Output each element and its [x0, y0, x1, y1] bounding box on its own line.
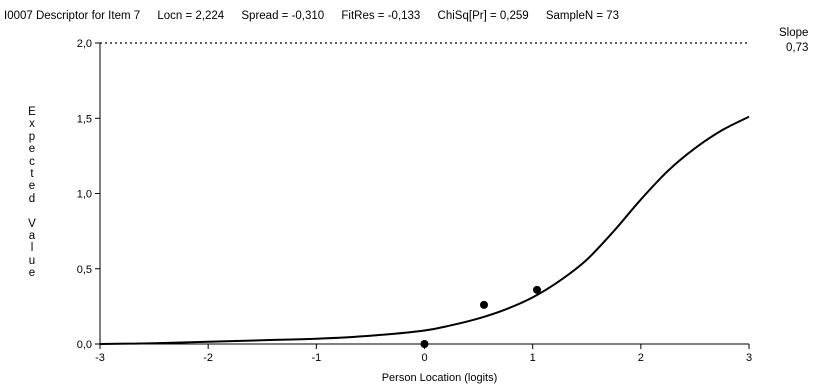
y-tick-label: 0,0 — [77, 339, 92, 351]
header-item: I0007 Descriptor for Item 7 — [4, 10, 141, 22]
x-tick-label: -2 — [203, 352, 213, 364]
header-spread: Spread = -0,310 — [241, 10, 325, 22]
observed-point — [532, 285, 541, 294]
observed-point — [420, 340, 429, 348]
header-samplen: SampleN = 73 — [545, 10, 620, 22]
header-chisq: ChiSq[Pr] = 0,259 — [437, 10, 529, 22]
observed-point — [479, 300, 488, 309]
y-tick-label: 0,5 — [77, 264, 92, 276]
header-locn: Locn = 2,224 — [157, 10, 225, 22]
x-axis-label: Person Location (logits) — [382, 372, 498, 384]
x-tick-label: 1 — [530, 352, 536, 364]
x-tick-label: 3 — [746, 352, 752, 364]
slope-value: 0,73 — [786, 42, 809, 54]
x-tick-label: 0 — [421, 352, 427, 364]
y-tick-label: 1,5 — [77, 113, 92, 125]
y-tick-label: 2,0 — [77, 38, 92, 50]
chart-header: I0007 Descriptor for Item 7 Locn = 2,224… — [4, 10, 633, 22]
icc-curve — [99, 115, 750, 345]
slope-label: Slope — [779, 27, 809, 39]
header-fitres: FitRes = -0,133 — [341, 10, 421, 22]
y-tick-label: 1,0 — [77, 189, 92, 201]
y-axis-label: E x p e c t e d V a l u e — [28, 106, 36, 280]
x-tick-label: -3 — [95, 352, 105, 364]
x-tick-label: -1 — [311, 352, 321, 364]
x-tick-label: 2 — [638, 352, 644, 364]
